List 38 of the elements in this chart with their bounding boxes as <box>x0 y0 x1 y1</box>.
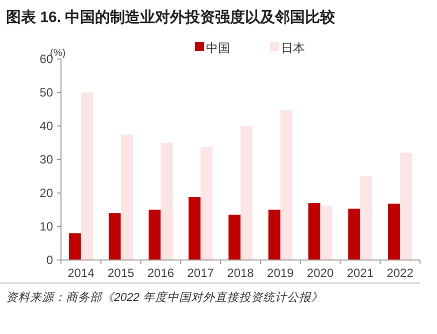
x-tick-label: 2017 <box>187 266 214 280</box>
x-tick-label: 2020 <box>306 266 334 280</box>
bar <box>120 134 133 260</box>
x-tick-label: 2015 <box>107 266 135 280</box>
bar <box>360 176 372 260</box>
y-tick-label: 40 <box>40 119 54 133</box>
y-tick-label: 50 <box>40 86 54 100</box>
x-tick-label: 2014 <box>68 266 95 280</box>
y-tick-label: 10 <box>40 220 54 234</box>
bar <box>160 142 173 260</box>
bar <box>188 197 201 260</box>
x-tick-label: 2019 <box>267 266 294 280</box>
bar <box>320 206 332 260</box>
y-tick-label: 30 <box>40 152 54 166</box>
y-axis-title: (%) <box>50 48 66 59</box>
title: 图表 16. 中国的制造业对外投资强度以及邻国比较 <box>6 9 336 26</box>
x-tick-label: 2021 <box>346 266 374 280</box>
annotation: 资料来源：商务部《2022 年度中国对外直接投资统计公报》 <box>6 292 323 304</box>
bar <box>240 126 252 260</box>
bar <box>228 214 240 260</box>
x-tick-label: 2018 <box>227 266 254 280</box>
bar <box>308 203 320 260</box>
legend-label: 中国 <box>206 41 230 55</box>
bar <box>388 204 400 260</box>
bar <box>68 233 81 260</box>
bar <box>80 92 93 260</box>
bar <box>348 208 360 260</box>
bar <box>268 210 280 260</box>
bar <box>108 213 121 260</box>
x-tick-label: 2022 <box>386 266 414 280</box>
y-tick-label: 0 <box>46 253 54 267</box>
y-tick-label: 20 <box>40 186 54 200</box>
bar <box>400 152 412 260</box>
legend-label: 日本 <box>281 41 305 55</box>
bar <box>280 110 292 260</box>
bar <box>200 146 213 260</box>
x-tick-label: 2016 <box>147 266 174 280</box>
bar <box>148 210 161 260</box>
